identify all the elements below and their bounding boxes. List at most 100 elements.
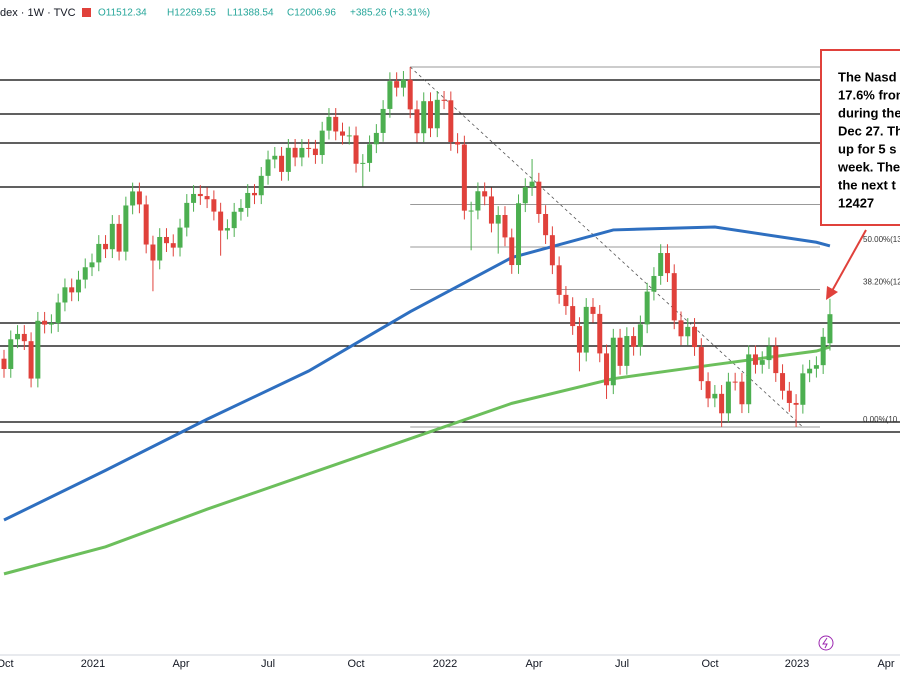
x-tick-label: Oct: [347, 658, 364, 670]
x-tick-label: Oct: [0, 658, 14, 670]
candle-body: [495, 215, 501, 224]
candle-body: [509, 237, 515, 266]
candle-body: [549, 235, 555, 266]
fib-label: 38.20%(12: [863, 278, 900, 287]
candle-body: [55, 302, 61, 324]
event-icon[interactable]: [818, 635, 834, 651]
candle-body: [130, 191, 136, 206]
candle-body: [333, 116, 339, 132]
candle-body: [671, 273, 677, 321]
candle-body: [543, 214, 549, 236]
candle-body: [746, 354, 752, 405]
candle-body: [563, 294, 569, 307]
candle-body: [428, 101, 434, 129]
x-tick-label: Apr: [877, 658, 894, 670]
candle-body: [644, 291, 650, 325]
candle-body: [265, 159, 271, 176]
status-icon: [82, 8, 91, 17]
candle-body: [516, 203, 522, 266]
candle-body: [143, 204, 149, 245]
candle-body: [387, 81, 393, 109]
candle-body: [590, 306, 596, 314]
candle-body: [759, 360, 765, 365]
candle-body: [610, 337, 616, 386]
candle-body: [488, 196, 494, 224]
candle-body: [725, 381, 731, 414]
candle-body: [15, 333, 21, 340]
candle-body: [204, 196, 210, 200]
annotation-line: the next t: [838, 177, 896, 192]
candle-body: [434, 99, 440, 129]
candle-body: [136, 191, 142, 205]
x-tick-label: 2022: [433, 658, 457, 670]
annotation-line: 17.6% fron: [838, 87, 900, 102]
candle-body: [251, 192, 257, 196]
candle-body: [529, 181, 535, 188]
candle-body: [712, 393, 718, 399]
x-tick-label: 2023: [785, 658, 809, 670]
candle-body: [786, 390, 792, 403]
candle-body: [319, 130, 325, 156]
annotation-box: [820, 49, 900, 226]
candle-body: [245, 192, 251, 208]
x-tick-label: Jul: [261, 658, 275, 670]
candle-body: [820, 336, 826, 366]
candle-body: [732, 381, 738, 383]
candle-body: [570, 306, 576, 327]
candle-body: [766, 346, 772, 361]
candle-body: [191, 193, 197, 203]
candle-body: [258, 175, 264, 196]
candle-body: [96, 243, 102, 263]
candle-body: [360, 162, 366, 164]
arrow: [831, 229, 867, 292]
candle-body: [813, 365, 819, 369]
candle-body: [157, 236, 163, 261]
candle-body: [556, 265, 562, 295]
annotation-line: The Nasd: [838, 69, 897, 84]
candle-body: [69, 287, 75, 293]
candle-body: [75, 279, 81, 293]
candle-body: [468, 210, 474, 212]
candle-body: [631, 336, 637, 347]
candle-body: [461, 144, 467, 211]
candle-body: [475, 191, 481, 211]
candle-body: [604, 353, 610, 386]
candle-body: [664, 253, 670, 274]
candle-body: [326, 116, 332, 131]
event-icon-bolt: [822, 637, 828, 649]
candle-body: [522, 187, 528, 204]
candle-body: [407, 79, 413, 110]
candle-body: [177, 227, 183, 248]
candle-body: [116, 223, 122, 252]
annotation-line: during the: [838, 105, 900, 120]
annotation-line: 12427: [838, 195, 874, 210]
candle-body: [482, 191, 488, 197]
ohlc-close: C12006.96: [287, 8, 336, 19]
candle-body: [739, 381, 745, 405]
candle-body: [698, 347, 704, 382]
candle-body: [89, 262, 95, 268]
candle-body: [170, 243, 176, 248]
fib-trend: [409, 66, 804, 428]
candle-body: [340, 131, 345, 136]
arrow-head: [826, 286, 838, 300]
candle-body: [8, 339, 14, 369]
candle-body: [218, 211, 224, 231]
candle-body: [373, 132, 379, 145]
candle-body: [536, 181, 542, 215]
candle-body: [238, 207, 244, 212]
x-tick-label: 2021: [81, 658, 105, 670]
candle-body: [800, 373, 806, 405]
x-tick-label: Jul: [615, 658, 629, 670]
candle-body: [685, 326, 691, 337]
candle-body: [597, 313, 603, 354]
candle-body: [292, 147, 298, 158]
candle-body: [62, 287, 68, 303]
candle-body: [576, 326, 582, 353]
candle-body: [21, 333, 27, 342]
candle-body: [184, 202, 190, 228]
candle-body: [224, 228, 230, 231]
candle-body: [299, 147, 305, 158]
candle-body: [773, 346, 779, 374]
fib-label: 0.00%(10: [863, 415, 898, 424]
